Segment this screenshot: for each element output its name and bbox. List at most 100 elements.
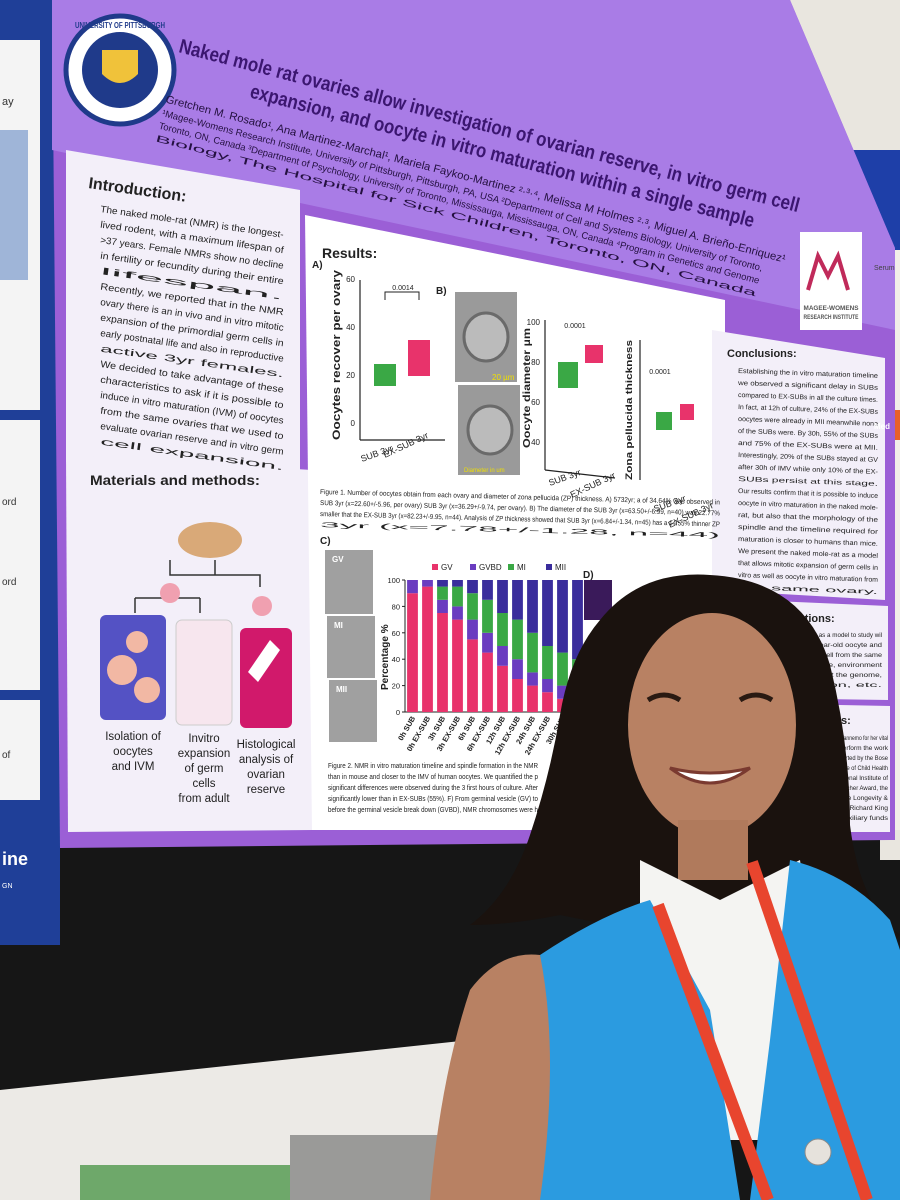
method-label: cells — [192, 778, 215, 790]
bar-segment — [452, 586, 463, 607]
panel-label: A) — [312, 260, 323, 271]
axis-label: Zona pellucida thickness — [624, 340, 634, 480]
heading: Materials and methods: — [90, 472, 260, 488]
tick-label: 40 — [531, 438, 540, 447]
bar-segment — [482, 599, 493, 633]
body-line: In fact, at 12h of culture, 24% of the E… — [738, 404, 879, 416]
body-line: to study a 37-year-old oocyte and — [770, 642, 882, 649]
bar-segment — [542, 580, 553, 646]
body-line: SUBs persist at this stage. — [738, 476, 878, 488]
tick-label: 60 — [531, 398, 540, 407]
legend-label: GV — [441, 563, 453, 572]
axis-label: Oocyte diameter µm — [522, 328, 533, 448]
lanyard — [652, 860, 873, 1200]
oocyte-icon — [126, 631, 148, 653]
bar-segment — [527, 632, 538, 673]
tick-label: 0 — [351, 419, 356, 428]
caption-line: Figure 2. NMR in vitro maturation timeli… — [328, 763, 538, 770]
body-line: ational Institute of Child Health — [812, 765, 888, 772]
bar-segment — [542, 692, 553, 712]
legend-swatch — [508, 564, 514, 570]
bar-segment — [452, 619, 463, 712]
bar-segment — [527, 672, 538, 686]
pitt-shield — [102, 50, 138, 83]
body-line: after 30h of IMV while only 10% of the E… — [738, 464, 878, 476]
body-line: e of the National Institute of — [812, 775, 888, 782]
body-line: and 75% of the EX-SUBs were at MII. — [738, 440, 878, 452]
neighbor-text: ord — [2, 577, 16, 588]
bar-segment — [437, 613, 448, 712]
intro-box — [66, 150, 300, 480]
neighbor-text: ord — [2, 497, 16, 508]
p-value: 0.0014 — [392, 285, 414, 292]
body-line: rat, but also that the morphology of the — [738, 512, 878, 524]
box-exsub — [680, 404, 694, 420]
bar-segment — [557, 685, 568, 699]
neck — [678, 820, 748, 880]
bar-segment — [572, 580, 583, 660]
box-exsub — [408, 340, 430, 376]
bar-segment — [527, 580, 538, 633]
method-label: Isolation of — [105, 731, 161, 743]
p-value: 0.0001 — [649, 369, 671, 376]
box-sub — [656, 412, 672, 430]
bar-segment — [422, 580, 433, 587]
stage-photo — [327, 616, 375, 678]
method-label: oocytes — [113, 746, 153, 758]
neighbor-panel — [0, 420, 40, 690]
y-tick-label: 0 — [396, 708, 400, 717]
heading: Results: — [322, 245, 377, 261]
bar-segment — [527, 685, 538, 712]
method-label: Invitro — [188, 733, 219, 745]
bar-segment — [467, 639, 478, 712]
neighbor-text: ine — [2, 849, 28, 869]
neighbor-text: of — [2, 750, 11, 761]
method-label: from adult — [178, 793, 230, 805]
bar-segment — [512, 659, 523, 679]
oocyte-icon — [107, 655, 137, 685]
body-line: ly was supported by the Bose — [812, 755, 888, 762]
caption-line: significant differences were observed du… — [328, 785, 539, 792]
logo-text: RESEARCH INSTITUTE — [804, 315, 859, 321]
bar-segment — [542, 679, 553, 693]
y-tick-label: 40 — [392, 655, 400, 664]
method-label: analysis of — [239, 754, 294, 766]
bar-segment — [437, 599, 448, 613]
method-label: reserve — [247, 784, 285, 796]
y-axis-label: Percentage % — [380, 624, 391, 690]
bar-segment — [467, 593, 478, 620]
y-tick-label: 60 — [392, 629, 400, 638]
body-line: e naked mole-rat as a model to study wil — [770, 632, 883, 639]
neighbor-image — [0, 130, 28, 280]
body-line: we observed a significant delay in SUBs — [737, 380, 879, 392]
bar-segment — [482, 580, 493, 600]
axis-label: Oocytes recover per ovary — [331, 269, 343, 440]
body-line: spindle and the timeline required for — [738, 524, 879, 536]
bar-segment — [557, 652, 568, 686]
body-line: Foundation, Richard King — [812, 805, 889, 812]
arm — [430, 954, 550, 1200]
neighbor-text: GN — [2, 883, 13, 890]
y-tick-label: 80 — [392, 602, 400, 611]
panel-label: D) — [583, 570, 594, 581]
bar-segment — [452, 580, 463, 587]
bar-segment — [407, 580, 418, 594]
sig-bracket — [384, 291, 420, 300]
legend-swatch — [432, 564, 438, 570]
bar-segment — [542, 646, 553, 679]
side-sign-text: Med — [874, 422, 890, 431]
oocyte — [466, 404, 514, 456]
button — [804, 1138, 832, 1166]
bar-segment — [482, 652, 493, 712]
legend-label: MI — [517, 563, 526, 572]
face — [628, 613, 796, 837]
stage-label: MI — [334, 621, 343, 630]
method-label: and IVM — [112, 761, 155, 773]
ovary — [160, 583, 180, 603]
histology-slide — [240, 628, 292, 728]
oocyte — [462, 311, 510, 363]
box-sub — [558, 362, 578, 388]
body-line: that allows mitotic expansion of germ ce… — [738, 560, 878, 572]
scale-label: Diameter in um — [464, 468, 505, 474]
bar-segment — [512, 580, 523, 620]
